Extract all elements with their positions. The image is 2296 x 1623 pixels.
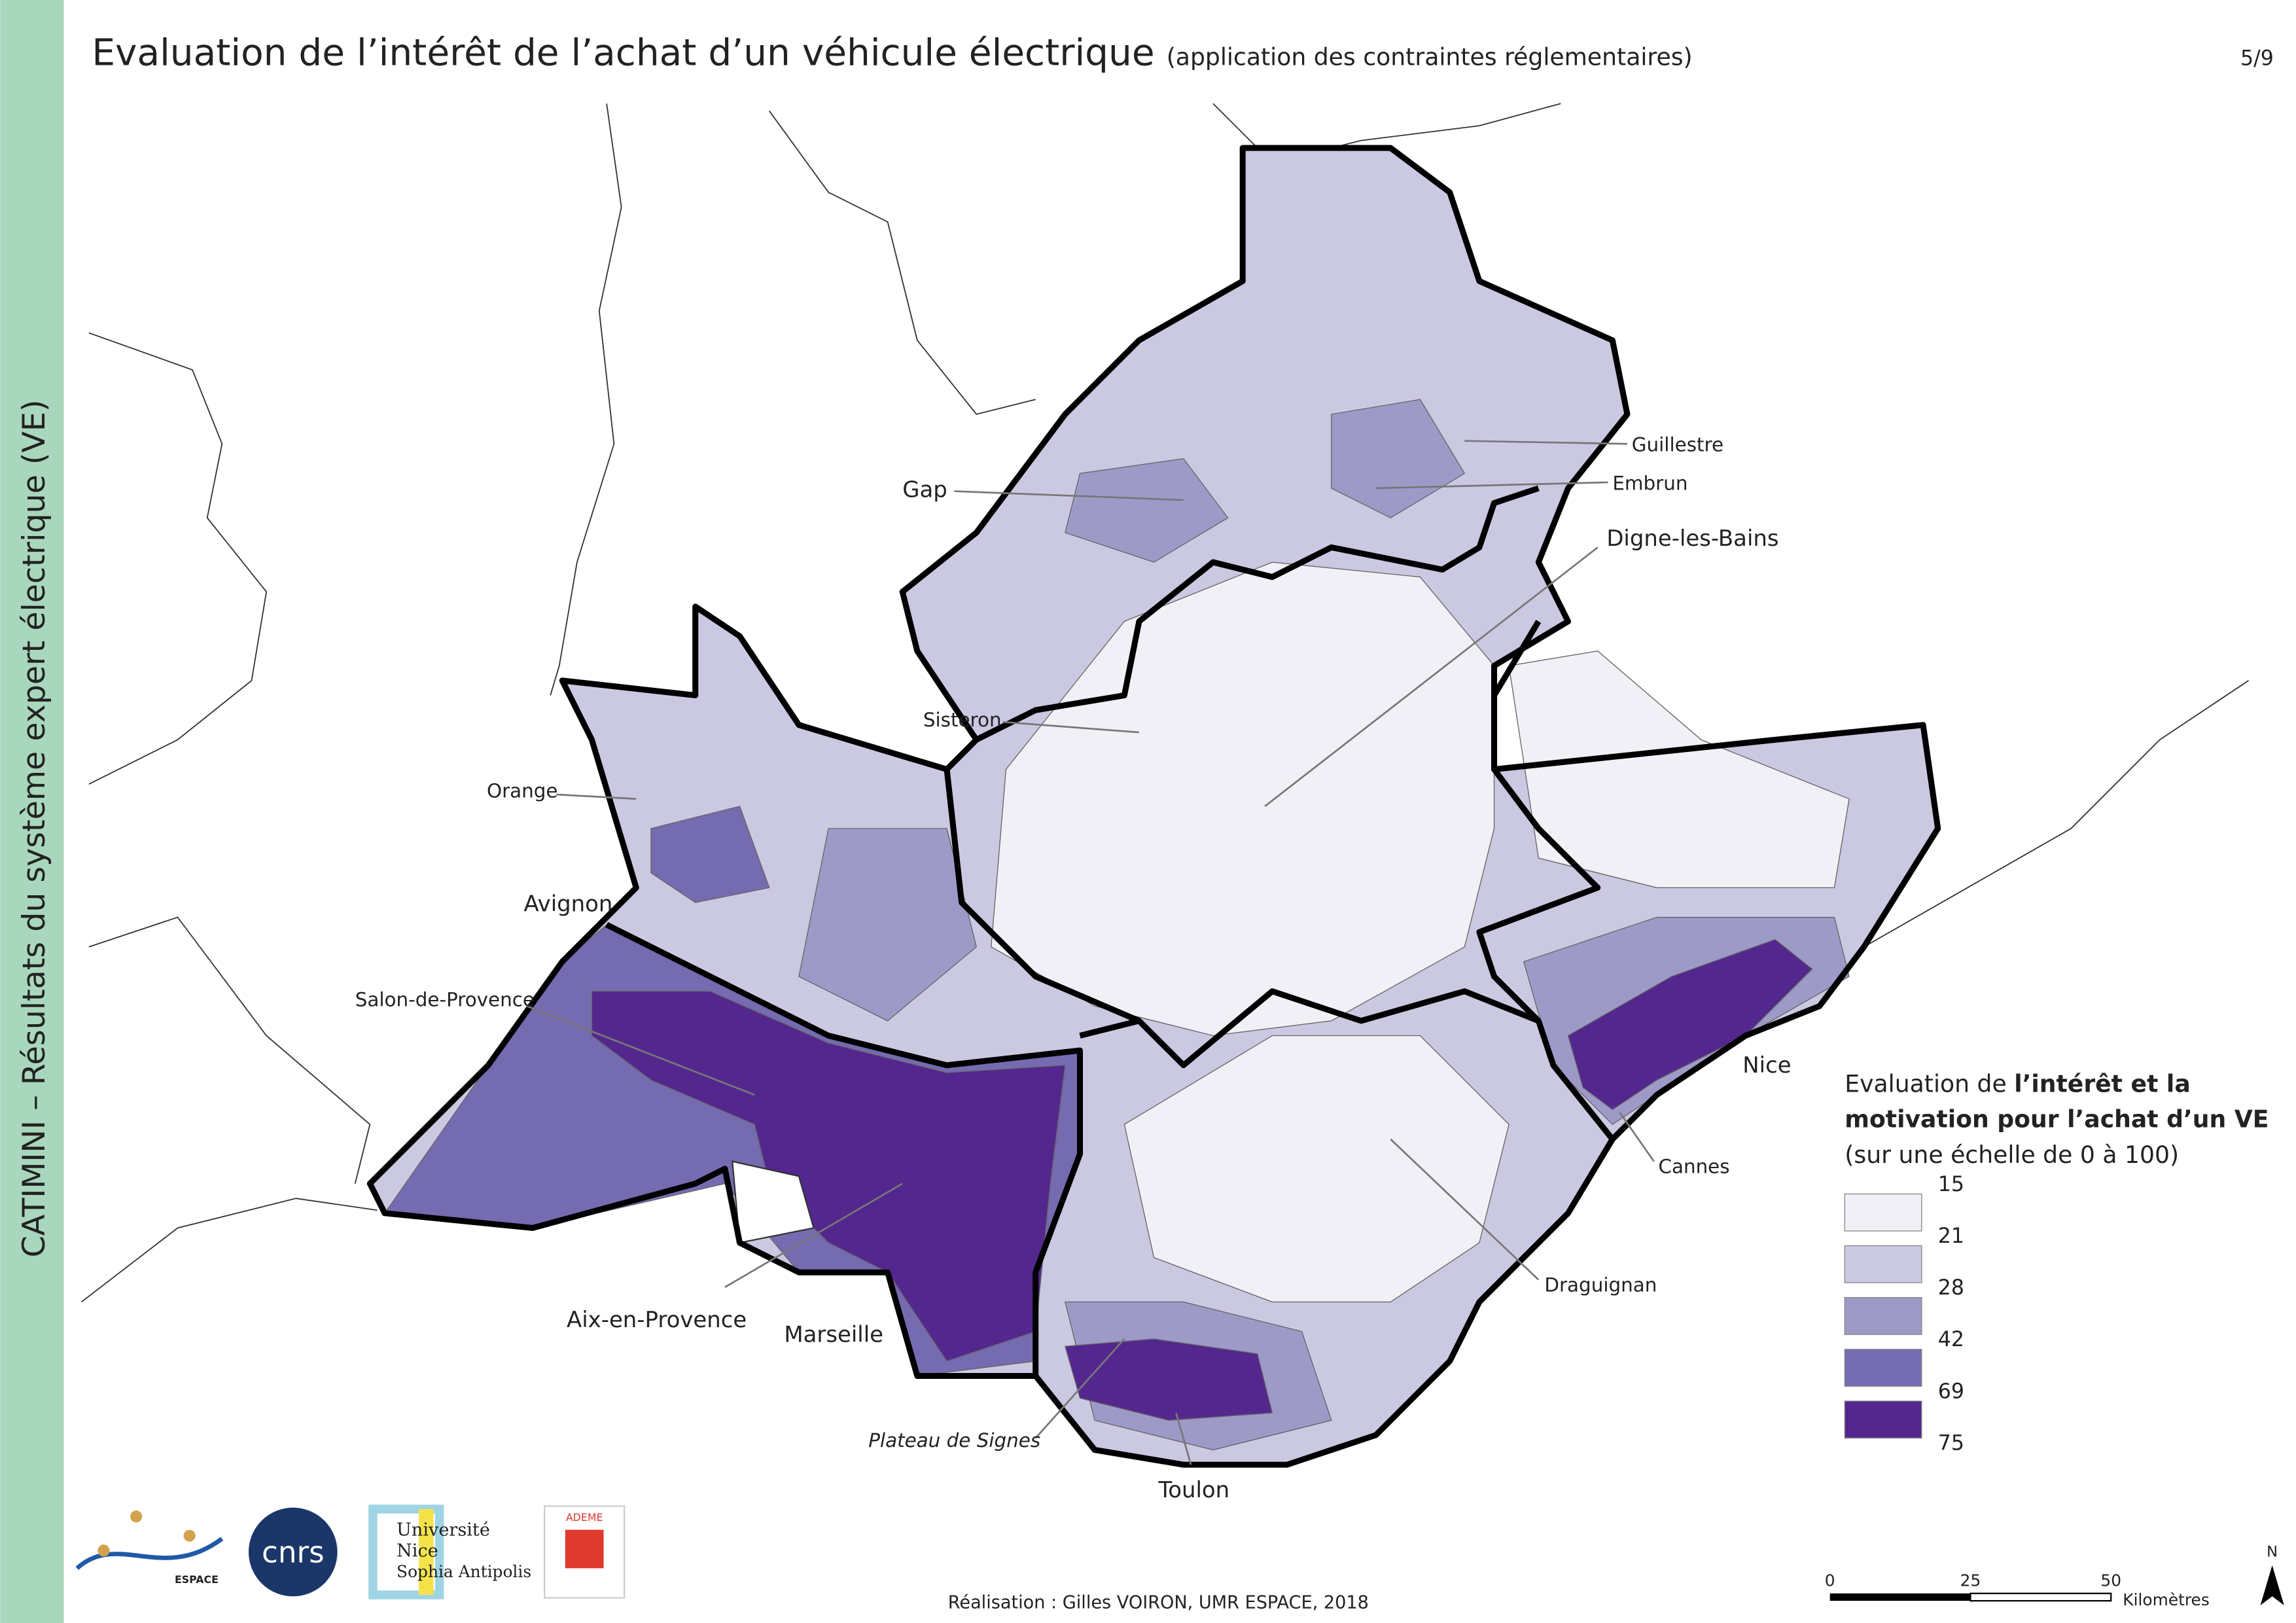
mid-zone xyxy=(1065,458,1229,563)
city-label: Guillestre xyxy=(1632,434,1723,456)
legend-swatch xyxy=(1844,1349,1922,1387)
city-label: Avignon xyxy=(523,891,612,917)
legend-break: 75 xyxy=(1938,1431,1964,1455)
credits: Réalisation : Gilles VOIRON, UMR ESPACE,… xyxy=(948,1592,1369,1613)
sidebar xyxy=(0,0,64,1623)
sidebar-text: CATIMINI – Résultats du système expert é… xyxy=(16,400,52,1258)
legend-swatch xyxy=(1844,1296,1922,1335)
avignon-zone xyxy=(650,806,770,903)
mid-zone xyxy=(1331,399,1466,519)
city-label: Nice xyxy=(1742,1052,1791,1078)
city-label: Orange xyxy=(487,780,558,802)
legend-break: 28 xyxy=(1938,1276,1964,1300)
city-label: Cannes xyxy=(1658,1156,1729,1178)
north-label: N xyxy=(2267,1543,2278,1560)
page-number: 5/9 xyxy=(2240,46,2274,70)
north-arrow: N xyxy=(2260,1543,2284,1605)
city-label: Marseille xyxy=(784,1321,883,1347)
city-label: Digne-les-Bains xyxy=(1606,526,1778,551)
mid-zone xyxy=(798,828,978,1022)
legend-break: 15 xyxy=(1938,1173,1964,1196)
city-label: Salon-de-Provence xyxy=(355,988,535,1010)
logo-text: Sophia Antipolis xyxy=(397,1562,531,1581)
city-label: Gap xyxy=(902,477,947,503)
legend-title: (sur une échelle de 0 à 100) xyxy=(1845,1141,2179,1169)
legend-title: motivation pour l’achat d’un VE xyxy=(1845,1105,2269,1133)
legend-title: Evaluation de l’intérêt et la xyxy=(1845,1069,2190,1097)
logo-text: cnrs xyxy=(262,1535,325,1569)
logo-text: ADEME xyxy=(566,1511,603,1524)
legend-break: 21 xyxy=(1938,1224,1964,1248)
scale-label: 50 xyxy=(2100,1571,2121,1590)
legend-break: 42 xyxy=(1938,1328,1964,1351)
legend-swatch xyxy=(1844,1245,1922,1283)
legend-swatch xyxy=(1844,1193,1922,1232)
city-label: Sisteron xyxy=(923,709,1002,731)
logo-text: ESPACE xyxy=(175,1573,219,1586)
logo-text: Université xyxy=(397,1520,490,1541)
city-label: Draguignan xyxy=(1544,1274,1657,1296)
department-borders xyxy=(366,145,1941,1468)
background-borders xyxy=(80,103,2249,1303)
choropleth xyxy=(369,147,1939,1465)
scale-label: 0 xyxy=(1825,1571,1835,1590)
legend-swatch xyxy=(1844,1400,1922,1439)
scale-label: 25 xyxy=(1960,1571,1981,1590)
city-labels: Gap Guillestre Embrun Digne-les-Bains Si… xyxy=(355,434,1792,1503)
legend: Evaluation de l’intérêt et la motivation… xyxy=(1844,1069,2269,1455)
city-label: Toulon xyxy=(1157,1477,1229,1503)
scale-unit: Kilomètres xyxy=(2123,1590,2210,1609)
low-zone xyxy=(1123,1035,1510,1303)
scale-bar: 0 25 50 Kilomètres xyxy=(1825,1571,2210,1609)
city-label: Aix-en-Provence xyxy=(567,1307,747,1332)
high-zone xyxy=(1065,1338,1273,1421)
title: Evaluation de l’intérêt de l’achat d’un … xyxy=(92,31,1692,74)
city-label: Embrun xyxy=(1612,472,1687,494)
high-zone xyxy=(591,990,1066,1362)
city-label: Plateau de Signes xyxy=(868,1429,1040,1452)
logos: ESPACE cnrs Université Nice Sophia Antip… xyxy=(75,1505,626,1599)
legend-break: 69 xyxy=(1938,1380,1964,1403)
logo-text: Nice xyxy=(397,1541,438,1561)
